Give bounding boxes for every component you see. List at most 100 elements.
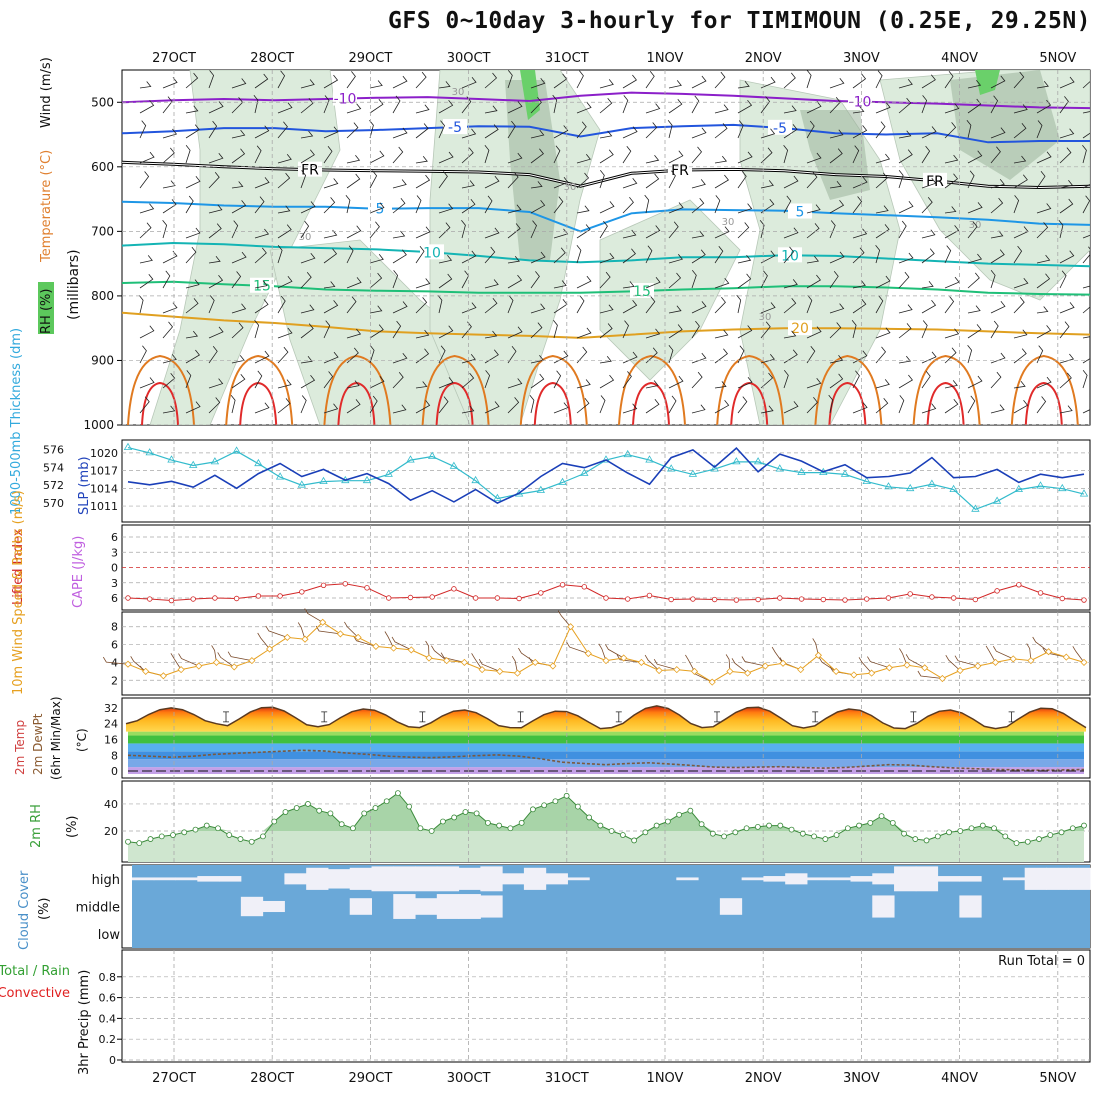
wind-barb [254, 125, 270, 139]
rh2m-axis-label: 2m RH [29, 804, 44, 848]
wind-barb [277, 295, 286, 314]
wind-barb [691, 301, 707, 314]
rh-point [563, 792, 570, 799]
wind-barb [415, 155, 428, 164]
wind-barb [691, 146, 703, 164]
wind-barb [139, 325, 155, 339]
wind-barb [208, 397, 221, 414]
wind-barb [714, 400, 730, 414]
wind-barb [990, 146, 1001, 164]
bottom-date-label: 2NOV [745, 1071, 782, 1086]
rh-contour-label: 30 [299, 232, 312, 243]
wind-barb [829, 271, 839, 289]
wind-barb [185, 246, 197, 264]
wind-barb [1082, 370, 1088, 389]
wind-barb [553, 370, 562, 389]
thickness-point [645, 455, 654, 463]
pressure-tick-label: 700 [91, 224, 114, 238]
wind-10m-barb [102, 656, 129, 665]
lifted-index-point [299, 589, 305, 595]
wind-barb [254, 350, 270, 364]
wind-barb [760, 302, 776, 314]
rh-point [192, 826, 199, 833]
wind-barb [944, 347, 957, 364]
wind-barb [898, 395, 905, 414]
wind-barb [185, 176, 201, 189]
rh-point [878, 813, 885, 819]
dewpt-axis-label: 2m DewPt [31, 713, 45, 775]
wind-barb [1036, 151, 1052, 164]
wind-barb [369, 221, 380, 239]
rh-point [743, 825, 750, 832]
cape-axis-label: CAPE (J/kg) [71, 536, 86, 608]
thickness-point [992, 496, 1002, 504]
wind-barb [645, 173, 660, 189]
rh-shading [429, 70, 601, 425]
wind-barb [300, 79, 315, 89]
wind-barb [484, 370, 491, 389]
cloud-clear-cell [197, 876, 220, 882]
wind-barb [369, 150, 385, 164]
rh-point [215, 825, 221, 832]
wind-barb [277, 224, 292, 239]
wind-10m-barb [1032, 636, 1049, 653]
wind-barb [346, 399, 361, 414]
wind-speed-point [779, 659, 787, 667]
precip-tick-label: 0.4 [99, 1012, 117, 1025]
rh-high-shading [505, 80, 560, 260]
wind-barb [875, 275, 891, 289]
wind-barb [1059, 302, 1075, 314]
wind-speed-point [938, 674, 946, 683]
bottom-date-label: 29OCT [349, 1071, 393, 1086]
wind-speed-point [1009, 655, 1017, 663]
wind-speed-point [372, 642, 380, 650]
wind-barb [760, 96, 771, 114]
thickness-point [797, 467, 806, 475]
wind-barb [875, 224, 890, 239]
cloud-clear-cell [741, 877, 764, 881]
lifted-index-point [907, 591, 913, 597]
wind-barb [645, 276, 661, 289]
wind-speed-point [602, 657, 610, 665]
temperature-axis-label: Temperature (°C) [39, 150, 54, 263]
rh-point [653, 822, 660, 829]
rh-point [372, 805, 379, 811]
wind-10m-barb [353, 635, 377, 647]
precip-tick-label: 0.8 [99, 971, 117, 984]
wind-barb [323, 248, 338, 264]
rh-point [844, 825, 851, 832]
wind-10m-barb [178, 653, 199, 667]
temp-minmax-whisker [910, 711, 917, 723]
wind-barb [714, 123, 728, 139]
wind-barb [162, 302, 178, 314]
wind-10m-barb [566, 641, 589, 654]
cloud-clear-cell [349, 867, 372, 890]
wind-barb [645, 328, 661, 339]
cloud-clear-cell [959, 895, 982, 918]
wind-barb [1036, 376, 1052, 389]
wind-barb [438, 151, 454, 164]
cloud-clear-cell [502, 873, 525, 885]
wind-barb [507, 152, 523, 164]
temp-minmax-whisker [714, 711, 720, 723]
wind-barb [415, 400, 431, 414]
wind-speed-point [885, 664, 893, 672]
rh-point [709, 830, 716, 837]
wind-barb [438, 396, 449, 414]
rh-point [968, 825, 975, 832]
wind-barb [668, 170, 676, 189]
temp-minmax-whisker [812, 711, 819, 723]
wind-barb [1036, 254, 1051, 264]
wind-speed-point [336, 630, 344, 638]
wind-barb [737, 222, 750, 239]
wind-barb [806, 223, 820, 239]
wind-10m-barb [315, 625, 341, 635]
wind-barb [484, 246, 496, 264]
wind-barb [254, 402, 270, 414]
wind-barb [599, 355, 612, 364]
wind-barb [967, 324, 982, 339]
thickness-point [753, 457, 763, 465]
lifted-index-point [820, 596, 826, 603]
wind-barb [553, 196, 564, 214]
wind-barb [737, 120, 744, 139]
